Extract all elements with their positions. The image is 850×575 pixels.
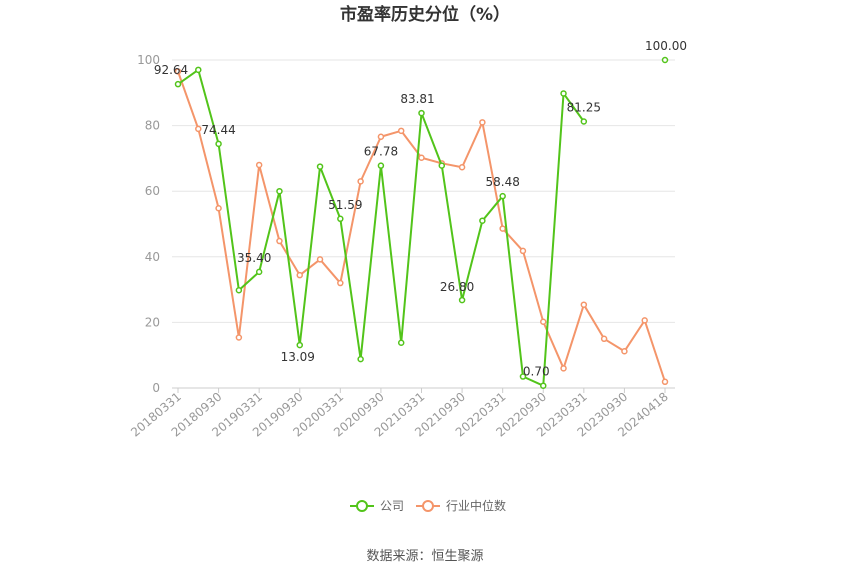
data-point[interactable] bbox=[458, 296, 466, 304]
data-point[interactable] bbox=[479, 217, 486, 224]
data-point[interactable] bbox=[540, 382, 547, 389]
data-point[interactable] bbox=[357, 178, 364, 185]
chart-title: 市盈率历史分位（%） bbox=[340, 4, 510, 25]
data-point[interactable] bbox=[316, 256, 324, 263]
data-point[interactable] bbox=[479, 119, 486, 126]
data-point[interactable] bbox=[519, 373, 527, 380]
y-tick-label: 100 bbox=[137, 53, 160, 67]
data-point[interactable] bbox=[357, 355, 364, 363]
data-point[interactable] bbox=[641, 317, 648, 324]
data-label: 58.48 bbox=[485, 175, 519, 189]
data-point[interactable] bbox=[337, 215, 344, 223]
data-label: 74.44 bbox=[201, 123, 235, 137]
data-label: 83.81 bbox=[400, 92, 434, 106]
data-point[interactable] bbox=[621, 348, 628, 355]
data-point[interactable] bbox=[174, 68, 182, 75]
data-point[interactable] bbox=[580, 118, 588, 125]
legend-marker-icon bbox=[356, 500, 368, 512]
data-point[interactable] bbox=[377, 133, 385, 141]
data-point[interactable] bbox=[438, 162, 446, 169]
data-point[interactable] bbox=[296, 341, 303, 349]
data-point[interactable] bbox=[397, 339, 405, 346]
data-point[interactable] bbox=[519, 247, 527, 255]
data-point[interactable] bbox=[600, 335, 608, 343]
data-point[interactable] bbox=[458, 164, 466, 171]
data-point[interactable] bbox=[276, 187, 283, 195]
y-tick-label: 40 bbox=[145, 250, 160, 264]
data-label: 35.40 bbox=[237, 251, 271, 265]
data-point[interactable] bbox=[580, 301, 588, 308]
data-point[interactable] bbox=[195, 125, 202, 133]
data-label: 67.78 bbox=[364, 145, 398, 159]
data-point[interactable] bbox=[661, 378, 669, 386]
data-label: 92.64 bbox=[154, 63, 188, 77]
data-point[interactable] bbox=[397, 127, 405, 135]
data-point[interactable] bbox=[195, 66, 202, 74]
data-point[interactable] bbox=[255, 161, 263, 169]
legend-label: 行业中位数 bbox=[446, 498, 506, 513]
y-tick-label: 80 bbox=[145, 119, 160, 133]
data-label: 13.09 bbox=[281, 350, 315, 364]
data-label: 100.00 bbox=[645, 39, 687, 53]
data-label: 81.25 bbox=[567, 101, 601, 115]
data-point[interactable] bbox=[174, 80, 182, 88]
data-point[interactable] bbox=[235, 334, 243, 341]
data-point[interactable] bbox=[235, 287, 243, 294]
data-point[interactable] bbox=[215, 140, 222, 148]
series-company bbox=[174, 56, 669, 389]
data-label: 0.70 bbox=[523, 365, 550, 379]
data-point[interactable] bbox=[661, 56, 669, 64]
data-source-note: 数据来源：恒生聚源 bbox=[366, 549, 483, 564]
legend-marker-icon bbox=[422, 500, 434, 512]
data-point[interactable] bbox=[418, 154, 425, 161]
legend-item-industry-median[interactable]: 行业中位数 bbox=[416, 498, 506, 513]
y-tick-label: 0 bbox=[152, 381, 160, 395]
data-point[interactable] bbox=[499, 225, 506, 232]
legend[interactable]: 公司 行业中位数 bbox=[350, 498, 506, 513]
y-tick-label: 20 bbox=[145, 315, 160, 329]
data-point[interactable] bbox=[296, 271, 303, 279]
series-industry-median bbox=[174, 68, 669, 386]
data-point[interactable] bbox=[418, 109, 425, 117]
data-point[interactable] bbox=[560, 90, 567, 97]
y-tick-label: 60 bbox=[145, 184, 160, 198]
data-label: 51.59 bbox=[328, 198, 362, 212]
data-point[interactable] bbox=[276, 237, 283, 245]
data-point[interactable] bbox=[499, 192, 506, 200]
data-point[interactable] bbox=[560, 365, 567, 372]
data-point[interactable] bbox=[215, 205, 222, 212]
data-label: 26.80 bbox=[440, 280, 474, 294]
legend-label: 公司 bbox=[380, 499, 404, 513]
data-point[interactable] bbox=[337, 279, 344, 287]
data-point[interactable] bbox=[377, 162, 385, 169]
data-point[interactable] bbox=[540, 318, 547, 325]
data-point[interactable] bbox=[255, 268, 263, 276]
label-layer: 92.64 74.44 35.40 13.09 51.59 67.78 83.81 26.80… bbox=[154, 39, 687, 379]
series-layer bbox=[174, 56, 669, 389]
data-point[interactable] bbox=[316, 163, 324, 170]
legend-item-company[interactable]: 公司 bbox=[350, 499, 404, 513]
